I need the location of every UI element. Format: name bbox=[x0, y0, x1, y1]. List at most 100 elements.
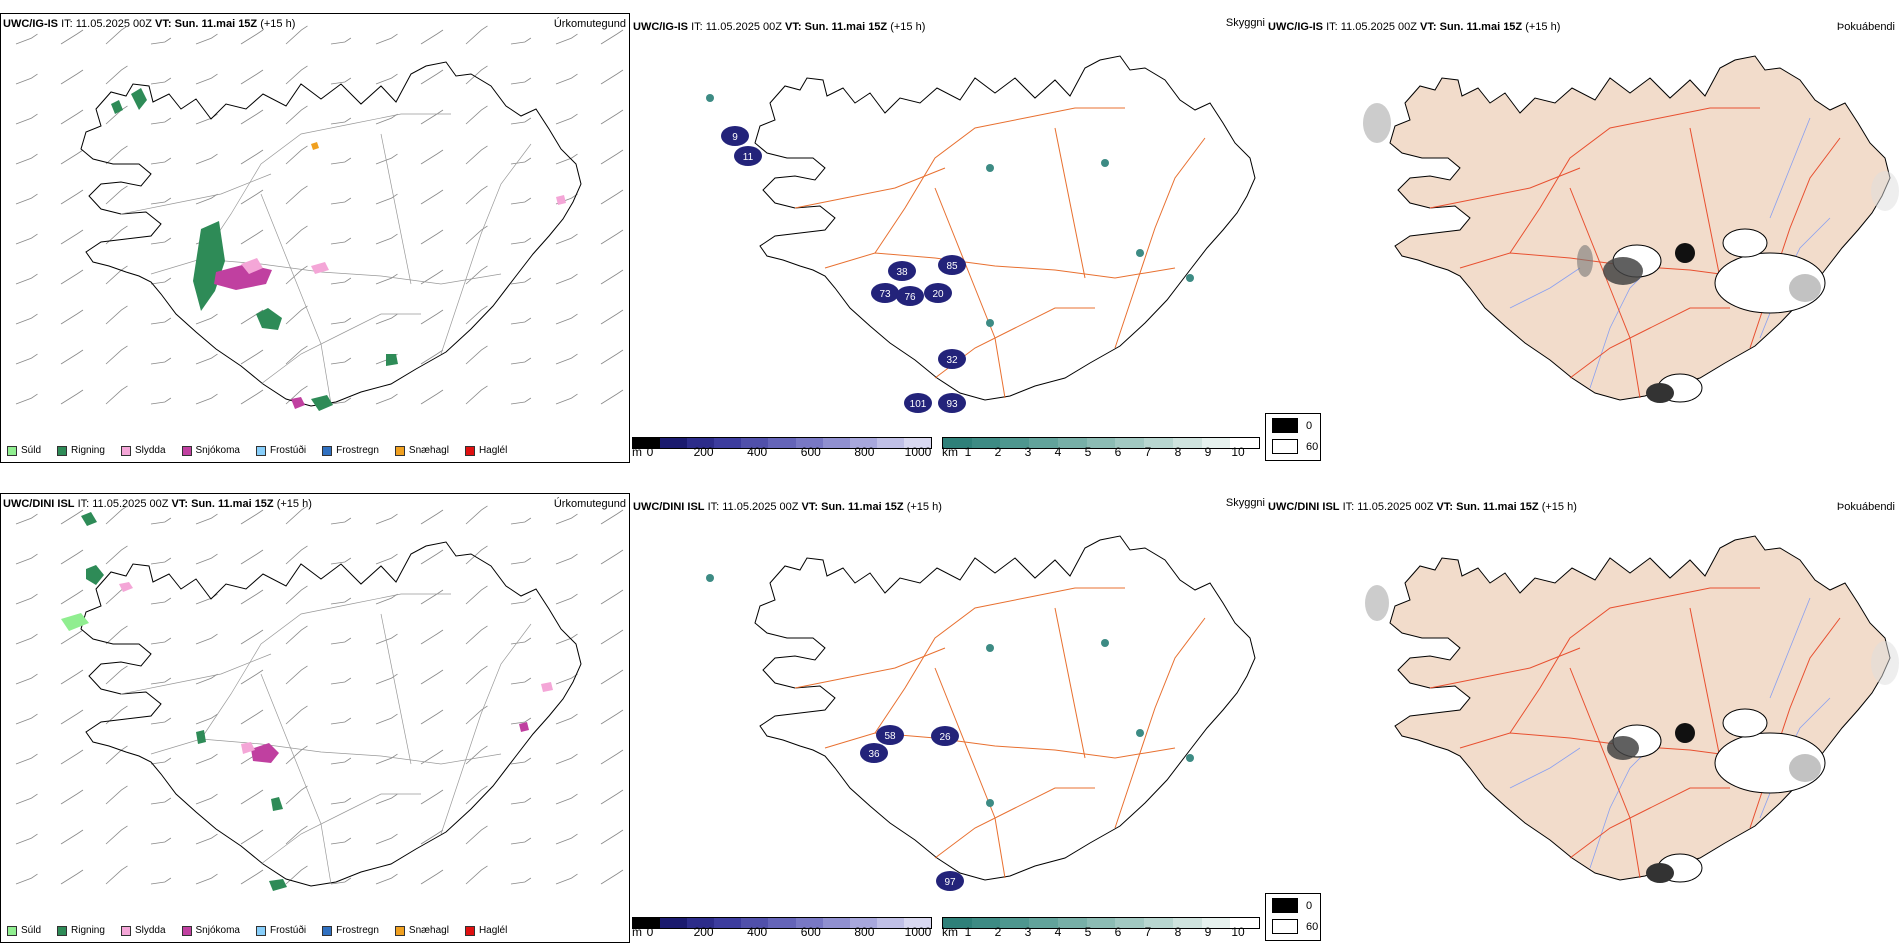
wind-barb bbox=[105, 865, 128, 885]
colorbar-segment bbox=[876, 438, 904, 448]
wind-barb bbox=[375, 793, 398, 805]
wind-barb bbox=[195, 513, 218, 525]
km-unit: km bbox=[942, 445, 958, 459]
legend-label: Snjókoma bbox=[195, 925, 240, 936]
fog-cell bbox=[1789, 754, 1821, 782]
wind-barb bbox=[510, 117, 532, 125]
network-line bbox=[1054, 127, 1086, 279]
wind-barb bbox=[285, 505, 308, 525]
network-line bbox=[1689, 127, 1721, 279]
legend-label: Haglél bbox=[478, 925, 508, 936]
wind-barb bbox=[510, 717, 532, 725]
legend-item: Frostregn bbox=[322, 925, 379, 936]
lead-time: (+15 h) bbox=[890, 21, 926, 33]
fog-legend-label: 60 bbox=[1306, 440, 1319, 453]
colorbar-segment bbox=[795, 438, 823, 448]
wind-barb bbox=[105, 625, 128, 645]
wind-barb bbox=[600, 709, 624, 725]
wind-barb bbox=[330, 597, 352, 605]
road-network bbox=[794, 587, 1206, 879]
wind-barb bbox=[60, 509, 84, 525]
network-line bbox=[1509, 107, 1760, 254]
lead-time: (+15 h) bbox=[1541, 501, 1577, 513]
wind-barb bbox=[330, 757, 352, 765]
wind-barb bbox=[555, 593, 578, 605]
wind-barb bbox=[105, 185, 128, 205]
wind-barb bbox=[15, 33, 38, 45]
wind-barb bbox=[600, 309, 624, 325]
network-line bbox=[874, 107, 1125, 254]
colorbar-segment bbox=[1057, 918, 1087, 928]
height-unit: m bbox=[632, 445, 642, 459]
wind-barb bbox=[150, 277, 172, 285]
network-line bbox=[120, 653, 272, 695]
visibility-label: 73 bbox=[879, 289, 891, 300]
wind-barb bbox=[195, 73, 218, 85]
wind-barb bbox=[420, 189, 444, 205]
rain-area bbox=[81, 512, 97, 526]
colorbar-segment bbox=[971, 918, 1001, 928]
legend-label: Snæhagl bbox=[408, 445, 449, 456]
wind-barb bbox=[195, 313, 218, 325]
colorbar-tick: 1 bbox=[964, 445, 972, 459]
network-line bbox=[260, 193, 332, 405]
colorbar-segment bbox=[1144, 918, 1173, 928]
visibility-label: 38 bbox=[896, 267, 908, 278]
wind-barb bbox=[330, 397, 352, 405]
init-time: IT: 11.05.2025 00Z bbox=[77, 498, 169, 510]
wind-barb bbox=[285, 585, 308, 605]
wind-barb bbox=[465, 545, 488, 565]
valid-time: Sun. 11.mai 15Z bbox=[821, 501, 904, 513]
colorbar-segment bbox=[633, 438, 661, 448]
wind-barb bbox=[420, 349, 444, 365]
network-line bbox=[1769, 597, 1811, 699]
low-visibility-area bbox=[936, 871, 964, 891]
sleet-area bbox=[119, 582, 133, 592]
wind-barb bbox=[15, 873, 38, 885]
colorbar-segment bbox=[660, 918, 688, 928]
wind-barb bbox=[240, 189, 264, 205]
wind-barb bbox=[375, 633, 398, 645]
wind-barb bbox=[600, 629, 624, 645]
wind-barb bbox=[150, 797, 172, 805]
valid-time: Sun. 11.mai 15Z bbox=[174, 18, 258, 30]
wind-barb bbox=[465, 865, 488, 885]
visibility-label: 85 bbox=[946, 261, 958, 272]
wind-barb bbox=[510, 397, 532, 405]
fog-legend-label: 0 bbox=[1306, 419, 1313, 432]
wind-barb bbox=[240, 509, 264, 525]
wind-barb bbox=[240, 669, 264, 685]
wind-barb bbox=[330, 637, 352, 645]
fog-legend-row: 0 bbox=[1272, 418, 1312, 433]
valid-label: VT: bbox=[1436, 501, 1454, 513]
rain-area bbox=[86, 565, 104, 585]
legend-swatch bbox=[57, 925, 68, 936]
wind-barb bbox=[60, 549, 84, 565]
iceland-coastline bbox=[754, 55, 1256, 401]
wind-barb bbox=[465, 345, 488, 365]
colorbar-tick: 5 bbox=[1084, 925, 1092, 939]
wind-barb bbox=[240, 709, 264, 725]
fog-legend-swatch bbox=[1272, 418, 1298, 433]
panel-header: UWC/IG-IS IT: 11.05.2025 00Z VT: Sun. 11… bbox=[1268, 21, 1560, 33]
wind-barb bbox=[15, 793, 38, 805]
colorbar-segment bbox=[1201, 438, 1231, 448]
fog-cell bbox=[1789, 274, 1821, 302]
wind-barb bbox=[105, 385, 128, 405]
network-line bbox=[260, 793, 421, 865]
wind-barb bbox=[465, 785, 488, 805]
legend-label: Slydda bbox=[134, 445, 166, 456]
panel-header: UWC/DINI ISL IT: 11.05.2025 00Z VT: Sun.… bbox=[3, 498, 312, 510]
wind-barb bbox=[465, 105, 488, 125]
legend-item: Haglél bbox=[464, 445, 507, 456]
wind-barb bbox=[285, 25, 308, 45]
wind-barb bbox=[330, 117, 352, 125]
legend-swatch bbox=[322, 925, 333, 936]
wind-barb bbox=[195, 353, 218, 365]
iceland-coastline bbox=[80, 61, 582, 407]
low-visibility-area bbox=[871, 283, 899, 303]
wind-barb bbox=[150, 717, 172, 725]
network-line bbox=[1769, 117, 1811, 219]
wind-barb bbox=[600, 869, 624, 885]
wind-barb bbox=[195, 793, 218, 805]
